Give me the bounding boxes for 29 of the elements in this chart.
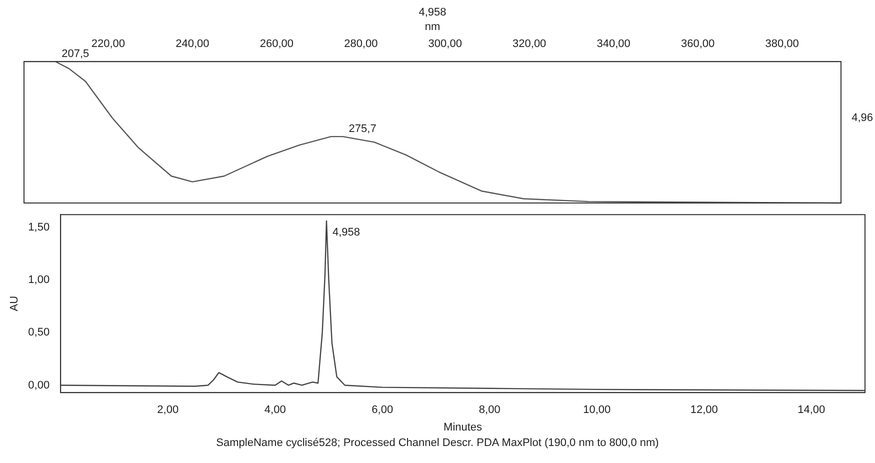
x-tick-label: 220,00 [91,38,126,50]
x-tick-label: 240,00 [176,38,210,50]
x-tick-label: 6,00 [372,404,394,416]
y-tick-label: 0,50 [28,326,50,339]
annotation: 275,7 [348,123,376,136]
x-tick-label: 300,00 [428,38,462,50]
y-tick-label: 0,00 [28,379,50,392]
text: 4,96 [852,112,873,124]
x-tick-label: 320,00 [512,38,546,50]
text: SampleName cyclisé528; Processed Channel Descr. PDA MaxPlot (190,0 nm to 800,0 nm) [215,437,660,449]
x-tick-label: 280,00 [344,38,378,50]
x-tick-label: 2,00 [157,404,179,416]
x-tick-label: 14,00 [798,404,826,416]
x-tick-label: 10,00 [583,404,611,416]
chart-title: 4,958 [418,6,446,19]
y-tick-label: 1,50 [28,221,50,234]
x-tick-label: 4,00 [264,404,286,416]
annotation: 207,5 [62,48,90,60]
x-tick-label: 8,00 [478,404,500,416]
y-tick-label: 1,00 [28,274,50,286]
x-tick-label: 12,00 [690,404,718,416]
x-tick-label: 380,00 [765,38,799,50]
x-tick-label: 360,00 [680,38,715,50]
x-tick-label: 340,00 [596,38,630,50]
x-axis-title: Minutes [444,421,483,434]
annotation: 4,958 [332,226,360,238]
x-tick-label: 260,00 [260,38,294,50]
y-axis-title: AU [8,296,21,312]
x-axis-title: nm [424,20,440,33]
